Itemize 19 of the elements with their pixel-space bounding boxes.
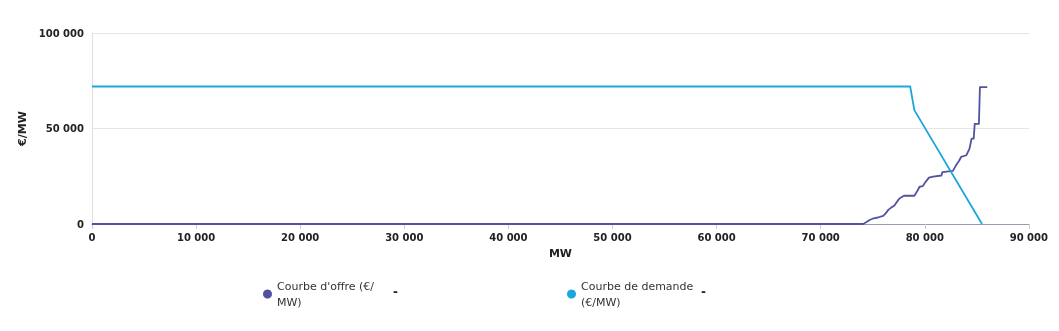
x-tick-label: 70 000 [801,231,840,243]
legend-label: Courbe d'offre (€/MW) [277,279,375,309]
x-tick-label: 50 000 [593,231,632,243]
y-tick-label: 0 [77,218,85,230]
legend-label: Courbe de demande (€/MW) [581,279,697,309]
x-tick-label: 30 000 [385,231,424,243]
x-tick-label: 80 000 [905,231,944,243]
x-tick-label: 20 000 [281,231,320,243]
x-axis-title: MW [548,247,572,260]
x-tick-label: 0 [88,231,96,243]
y-tick-label: 50 000 [45,123,85,134]
x-tick-label: 60 000 [697,231,736,243]
text: - [701,285,706,299]
x-tick-label: 10 000 [176,231,216,243]
text: - [393,285,398,299]
y-axis-title: €/MW [15,111,29,147]
x-tick-label: 40 000 [489,231,528,243]
x-tick-label: 90 000 [1009,231,1049,243]
y-tick-label: 100 000 [38,27,85,39]
